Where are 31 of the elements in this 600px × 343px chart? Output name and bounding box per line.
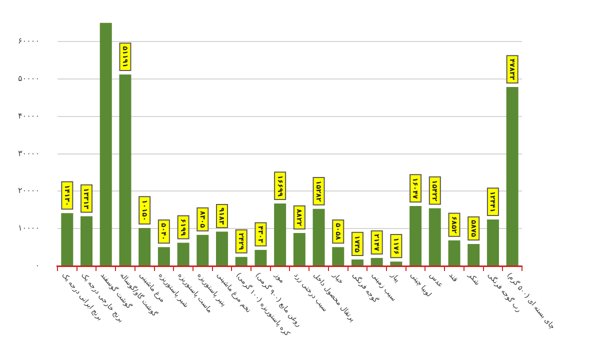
y-tick-label: ۲۰۰۰۰ [18, 186, 40, 196]
bar [119, 74, 132, 266]
bar [351, 260, 364, 266]
bar [80, 216, 93, 266]
bar [61, 213, 74, 266]
bar [448, 240, 460, 266]
bar [274, 204, 286, 266]
bar [293, 232, 306, 266]
y-tick-label: ۰ [35, 261, 40, 270]
bar [486, 219, 499, 266]
bar [312, 208, 325, 266]
bar [235, 256, 248, 266]
bar [138, 228, 151, 266]
bar [370, 258, 383, 266]
bar [216, 232, 228, 266]
bar [100, 22, 112, 266]
bar [177, 242, 190, 266]
bar [390, 262, 402, 266]
bar [410, 206, 422, 266]
y-tick-label: ۱۰۰۰۰ [18, 224, 40, 233]
bar [506, 87, 518, 266]
bar [468, 244, 480, 266]
y-tick-label: ۶۰۰۰۰ [18, 36, 40, 46]
bar [332, 247, 344, 266]
bar [254, 250, 267, 266]
y-tick-label: ۵۰۰۰۰ [18, 74, 40, 83]
y-tick-label: ۴۰۰۰۰ [18, 111, 40, 120]
y-tick-label: ۳۰۰۰۰ [18, 148, 40, 158]
bar [196, 234, 209, 266]
bar [428, 208, 441, 266]
bar [158, 247, 170, 266]
